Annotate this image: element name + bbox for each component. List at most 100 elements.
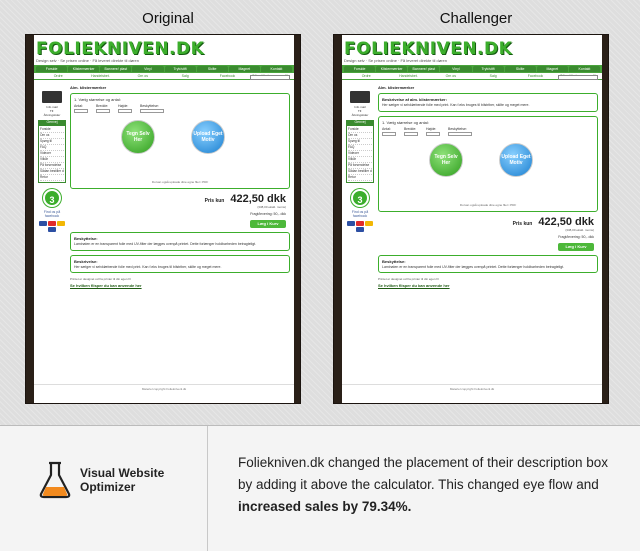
nav-item[interactable]: Forside: [344, 66, 376, 72]
nav-item[interactable]: Skilte: [196, 66, 228, 72]
nav-item[interactable]: Vinyl: [440, 66, 472, 72]
genvej-item[interactable]: Spørg til: [40, 139, 64, 145]
calculator: 1. Vælg størrelse og antal: Antal: Bredd…: [70, 93, 290, 189]
facebook-link[interactable]: Find os på facebook: [351, 210, 369, 218]
caption-body: Foliekniven.dk changed the placement of …: [238, 455, 608, 492]
genvej-item[interactable]: Forside: [40, 127, 64, 133]
add-to-cart-button[interactable]: Læg i Kurv: [250, 220, 286, 228]
field-beskyttelse[interactable]: Beskyttelse:: [140, 104, 164, 113]
design-button[interactable]: Tegn Selv Her: [429, 142, 463, 177]
subnav-item[interactable]: Salg: [181, 74, 189, 78]
nav-item[interactable]: Kontakt: [568, 66, 600, 72]
field-antal[interactable]: Antal:: [382, 127, 396, 136]
genvej-item[interactable]: Vilkår: [348, 157, 372, 163]
upload-button[interactable]: Upload Eget Motiv: [499, 142, 533, 177]
help-link[interactable]: Se hvilken flisper du kan anvende her: [378, 283, 450, 288]
site-logo[interactable]: FOLIEKNIVEN.DK: [36, 39, 205, 59]
side-contact-line: Tlf.: [49, 109, 55, 113]
description-title: Beskrivelse af alm. klistermærker:: [382, 97, 447, 102]
protection-text: Laminaten er en transparent folie med UV…: [74, 242, 257, 246]
size-fields: Antal: Bredde: Højde: Beskyttelse:: [74, 104, 286, 113]
nav-item[interactable]: Kontakt: [260, 66, 292, 72]
genvej-item[interactable]: FAQ: [348, 145, 372, 151]
genvej-item[interactable]: Sådan bestiller du: [40, 169, 64, 175]
calc-note: Du kan også uploade dine egne filer i PD…: [151, 180, 209, 184]
genvej-item[interactable]: Spørg til: [348, 139, 372, 145]
vwo-wordmark: Visual Website Optimizer: [80, 466, 164, 494]
nav-item[interactable]: Klistermærker: [376, 66, 408, 72]
genvej-item[interactable]: Om os: [40, 133, 64, 139]
caption-divider: [207, 426, 208, 551]
main-nav: Forside Klistermærker Bannere/ plast Vin…: [342, 65, 602, 73]
design-button[interactable]: Tegn Selv Her: [121, 120, 155, 154]
field-bredde[interactable]: Bredde:: [404, 127, 418, 136]
facebook-link[interactable]: Find os på facebook: [43, 210, 61, 218]
description-title: Beskrivelse:: [74, 258, 98, 264]
description-text: Her sælger vi selvklæbende folie med pri…: [382, 103, 530, 107]
genvej-item[interactable]: På forsendelse: [348, 163, 372, 169]
field-bredde[interactable]: Bredde:: [96, 104, 110, 113]
genvej-item[interactable]: Videoer: [40, 151, 64, 157]
price-row: Pris kun 422,50 dkk: [70, 193, 290, 205]
price-sub: (338,00 ekskl. moms): [257, 205, 286, 209]
genvej-item[interactable]: Om os: [348, 133, 372, 139]
nav-item[interactable]: Tryk/stift: [472, 66, 504, 72]
genvej-list: Forside Om os Spørg til FAQ Videoer Vilk…: [346, 125, 374, 183]
nav-item[interactable]: Forside: [36, 66, 68, 72]
price-row: Pris kun 422,50 dkk: [378, 216, 598, 228]
nav-item[interactable]: Magnet: [228, 66, 260, 72]
side-contact-line: Tlf.: [357, 109, 363, 113]
side-contact-line: Åbningstider: [351, 113, 369, 117]
search-input[interactable]: [558, 75, 598, 80]
price-label: Pris kun: [204, 198, 225, 204]
genvej-item[interactable]: Forside: [348, 127, 372, 133]
caption-highlight: increased sales by 79.34%.: [238, 499, 412, 514]
field-hojde[interactable]: Højde:: [426, 127, 440, 136]
subnav-item[interactable]: Handelsbet.: [399, 74, 418, 78]
site-logo[interactable]: FOLIEKNIVEN.DK: [344, 39, 513, 59]
genvej-item[interactable]: FAQ: [40, 145, 64, 151]
genvej-item[interactable]: På forsendelse: [40, 163, 64, 169]
field-beskyttelse[interactable]: Beskyttelse:: [448, 127, 472, 136]
subnav-item[interactable]: Om os: [137, 74, 148, 78]
genvej-title: Genvej: [346, 120, 374, 125]
footnote: Printet er designet ud fra printer til d…: [378, 277, 439, 281]
nav-item[interactable]: Skilte: [504, 66, 536, 72]
challenger-label: Challenger: [439, 10, 513, 27]
subnav-item[interactable]: Facebook: [527, 74, 544, 78]
genvej-item[interactable]: Retur: [348, 175, 372, 181]
nav-item[interactable]: Vinyl: [132, 66, 164, 72]
search-input[interactable]: [250, 75, 290, 80]
caption-text: Foliekniven.dk changed the placement of …: [238, 452, 618, 518]
nav-item[interactable]: Tryk/stift: [164, 66, 196, 72]
field-antal[interactable]: Antal:: [74, 104, 88, 113]
breadcrumb: Alm. klistermærker: [378, 85, 415, 90]
genvej-item[interactable]: Retur: [40, 175, 64, 181]
subnav-item[interactable]: Handelsbet.: [91, 74, 110, 78]
genvej-item[interactable]: Vilkår: [40, 157, 64, 163]
flask-icon: [39, 461, 71, 499]
subnav-item[interactable]: Ordre: [361, 74, 371, 78]
subnav-item[interactable]: Ordre: [53, 74, 63, 78]
nav-item[interactable]: Bannere/ plast: [408, 66, 440, 72]
site-tagline: Design selv · Se prisen online · Få leve…: [36, 58, 139, 63]
protection-text: Laminaten er en transparent folie med UV…: [382, 264, 565, 269]
delivery-info: Fragt/levering: 50,- dkk: [558, 234, 594, 239]
add-to-cart-button[interactable]: Læg i Kurv: [558, 242, 594, 251]
genvej-item[interactable]: Sådan bestiller du: [348, 169, 372, 175]
price-value: 422,50 dkk: [230, 193, 286, 205]
description-box-top: Beskrivelse af alm. klistermærker: Her s…: [378, 93, 598, 112]
genvej-item[interactable]: Videoer: [348, 151, 372, 157]
upload-button[interactable]: Upload Eget Motiv: [191, 120, 225, 154]
nav-item[interactable]: Klistermærker: [68, 66, 100, 72]
phone-icon: [42, 91, 62, 103]
subnav-item[interactable]: Salg: [489, 74, 497, 78]
subnav-item[interactable]: Om os: [445, 74, 456, 78]
nav-item[interactable]: Bannere/ plast: [100, 66, 132, 72]
subnav-item[interactable]: Facebook: [219, 74, 236, 78]
step-label: 1. Vælg størrelse og antal:: [382, 119, 429, 125]
help-link[interactable]: Se hvilken flisper du kan anvende her: [70, 283, 142, 288]
sidebar: Info mail Tlf. Åbningstider Genvej Forsi…: [346, 87, 374, 232]
nav-item[interactable]: Magnet: [536, 66, 568, 72]
field-hojde[interactable]: Højde:: [118, 104, 132, 113]
